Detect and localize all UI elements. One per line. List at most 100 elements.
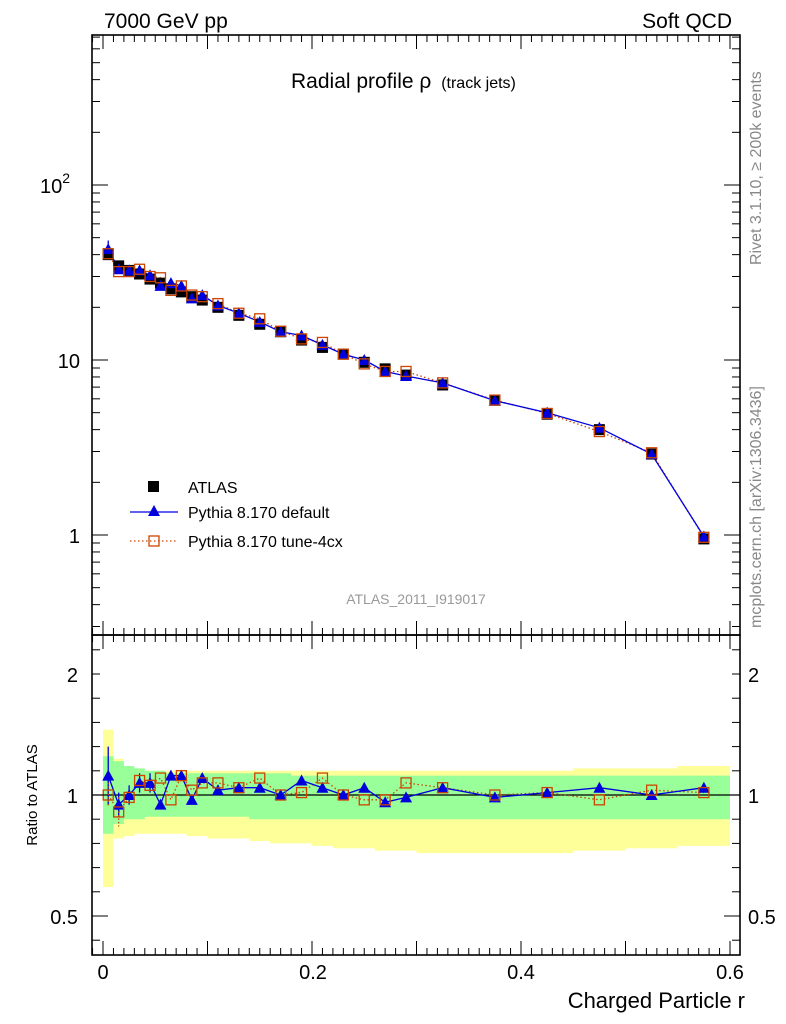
ratio-default-point <box>102 769 115 781</box>
tune-point <box>316 336 329 349</box>
ratio-ytick-left-1: 1 <box>67 786 78 808</box>
ratio-tune-point <box>144 779 156 791</box>
tune-point <box>489 394 501 406</box>
default-point <box>379 365 392 377</box>
ratio-tune-point <box>254 772 266 784</box>
default-point <box>144 269 157 281</box>
ratio-tune-point <box>698 786 710 799</box>
ratio-tune-point <box>295 786 308 799</box>
tune-point <box>274 325 287 337</box>
main-title: Radial profile ρ (track jets) <box>291 70 516 93</box>
ratio-default-point <box>253 781 266 793</box>
legend-marker-atlas <box>148 481 159 492</box>
ratio-default-point <box>295 774 308 786</box>
default-point <box>400 370 413 382</box>
ratio-panel: 2 1 0.5 2 1 0.5 Ratio to ATLAS 0 0.2 0.4… <box>24 634 776 1013</box>
main-title-suffix: (track jets) <box>441 75 516 92</box>
ratio-tune-point <box>400 777 412 789</box>
ratio-default-point <box>274 789 287 800</box>
ratio-tune-point <box>541 786 553 799</box>
ratio-tune-point <box>175 769 188 782</box>
ratio-series-layer <box>92 746 740 827</box>
atlas-point <box>102 249 114 261</box>
tune-point <box>337 348 350 360</box>
tune-point <box>254 313 266 325</box>
tune-point <box>358 358 370 370</box>
default-point <box>295 329 308 341</box>
atlas-point <box>196 294 208 306</box>
default-point <box>541 406 554 418</box>
ratio-tune-point <box>337 789 350 801</box>
tune-point <box>175 280 188 292</box>
ratio-default-point <box>185 793 198 805</box>
ratio-tune-point <box>645 784 658 796</box>
default-point <box>175 279 188 291</box>
main-panel: Radial profile ρ (track jets) 102 10 1 A… <box>40 34 741 636</box>
ratio-default-point <box>316 781 329 793</box>
ratio-tune-point <box>358 794 370 806</box>
ratio-default-point <box>144 776 157 788</box>
ratio-tune-point <box>196 777 208 789</box>
tune-point <box>593 425 606 438</box>
ratio-tune-point <box>379 794 391 806</box>
ratio-tune-line <box>107 774 704 814</box>
ratio-ytick-right-2: 2 <box>748 665 759 687</box>
ratio-axes-layer <box>92 635 740 955</box>
main-axes-layer <box>92 35 740 635</box>
x-axis-label: Charged Particle r <box>568 988 745 1013</box>
ratio-tune-point <box>274 789 287 801</box>
legend-marker-default <box>148 505 160 516</box>
main-title-text: Radial profile ρ <box>291 70 431 93</box>
ratio-default-point <box>541 786 554 798</box>
ratio-tune-point <box>154 772 167 784</box>
rivet-label: Rivet 3.1.10, ≥ 200k events <box>748 71 765 265</box>
legend-marker-tune <box>148 535 160 547</box>
xtick-label-06: 0.6 <box>716 962 744 984</box>
ratio-default-point <box>337 789 350 800</box>
default-point <box>436 376 449 388</box>
tune-point <box>698 531 710 543</box>
tune-point <box>133 263 146 275</box>
tune-point <box>102 248 114 260</box>
ratio-tune-point <box>123 791 135 804</box>
default-point <box>697 530 710 542</box>
default-point <box>274 325 287 337</box>
main-series-layer <box>102 240 710 545</box>
tune-point <box>196 291 208 303</box>
ratio-tune-point <box>593 794 606 806</box>
default-point <box>645 448 658 460</box>
default-point <box>133 264 146 276</box>
ratio-default-point <box>593 781 606 793</box>
atlas-point <box>175 286 187 298</box>
ratio-ylabel: Ratio to ATLAS <box>24 744 41 845</box>
ytick-label-100-exp: 2 <box>62 170 70 186</box>
xtick-label-02: 0.2 <box>299 962 327 984</box>
default-point <box>154 279 167 291</box>
ratio-default-point <box>645 789 658 800</box>
ratio-default-point <box>400 791 413 803</box>
ratio-default-point <box>175 769 188 781</box>
ytick-label-100-base: 10 <box>40 176 62 198</box>
tune-point <box>295 333 308 345</box>
ytick-label-1: 1 <box>69 526 80 548</box>
ratio-tune-point <box>436 782 449 794</box>
tune-point <box>233 307 245 319</box>
ratio-default-point <box>211 784 224 796</box>
ratio-default-point <box>358 781 371 793</box>
legend-label-default: Pythia 8.170 default <box>188 505 330 522</box>
tune-point <box>436 377 449 389</box>
tune-point <box>379 365 391 378</box>
tune-point <box>154 272 167 284</box>
ytick-label-100: 102 <box>40 170 70 198</box>
ratio-default-point <box>154 798 167 810</box>
tune-point <box>400 365 412 378</box>
analysis-watermark: ATLAS_2011_I919017 <box>346 591 486 607</box>
ratio-ytick-right-1: 1 <box>748 786 759 808</box>
ratio-frame <box>91 634 741 956</box>
default-point <box>488 394 501 406</box>
ratio-tune-point <box>212 777 224 789</box>
ratio-ytick-right-05: 0.5 <box>748 907 776 929</box>
ratio-tune-point <box>233 782 245 794</box>
ratio-default-point <box>123 789 136 800</box>
